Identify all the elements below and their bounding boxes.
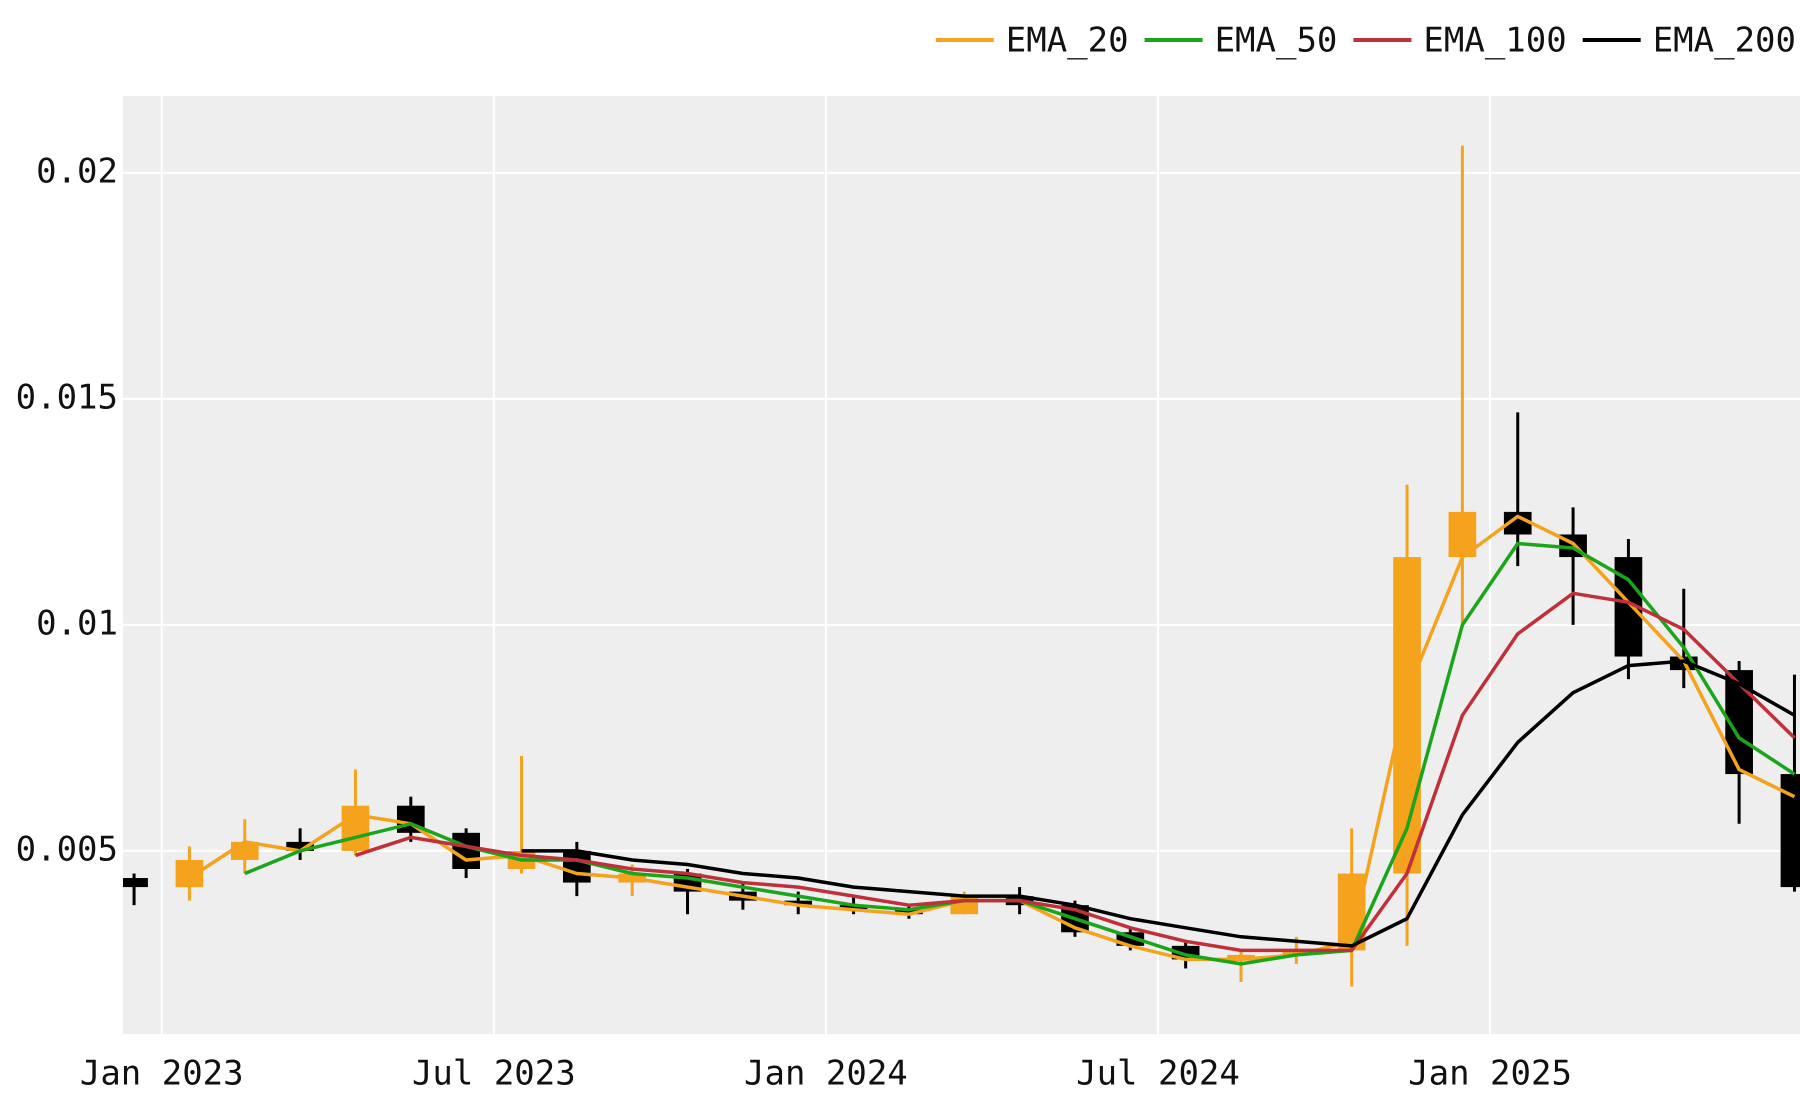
legend-label: EMA_50 [1215, 21, 1338, 61]
plot [123, 145, 1800, 987]
legend-label: EMA_100 [1423, 21, 1566, 61]
candle-body [1282, 950, 1311, 955]
candle-body [784, 900, 813, 906]
legend-label: EMA_200 [1653, 21, 1796, 61]
candle-body [895, 909, 923, 915]
candle-body [950, 896, 979, 915]
candle-body [1780, 774, 1800, 888]
y-tick-label: 0.02 [36, 151, 118, 191]
grid [123, 96, 1800, 1034]
y-tick-label: 0.005 [16, 829, 118, 869]
y-tick-label: 0.015 [16, 377, 118, 417]
candle-body [286, 841, 314, 851]
candle-body [341, 805, 370, 851]
candle-body [1393, 557, 1421, 874]
candle-body [452, 832, 480, 870]
x-tick-label: Jan 2024 [744, 1054, 908, 1094]
candle-body [1503, 511, 1532, 535]
candle-body [1227, 954, 1255, 960]
legend-label: EMA_20 [1006, 21, 1129, 61]
x-tick-label: Jul 2023 [412, 1054, 576, 1094]
x-tick-label: Jan 2025 [1408, 1054, 1572, 1094]
y-tick-label: 0.01 [36, 603, 118, 643]
plot-area [123, 96, 1800, 1034]
candle-body [123, 878, 148, 888]
x-tick-label: Jan 2023 [80, 1054, 244, 1094]
candle-body [839, 905, 868, 910]
ema-line [521, 659, 1796, 948]
candle-body [563, 850, 591, 883]
x-tick-label: Jul 2024 [1076, 1054, 1240, 1094]
labels: 0.005 0.01 0.015 0.02 Jan 2023 Jul 2023 Jan 20… [16, 151, 1572, 1093]
legend: EMA_200 EMA_100 EMA_50 EMA_20 [935, 21, 1796, 61]
ema-line [354, 591, 1796, 953]
